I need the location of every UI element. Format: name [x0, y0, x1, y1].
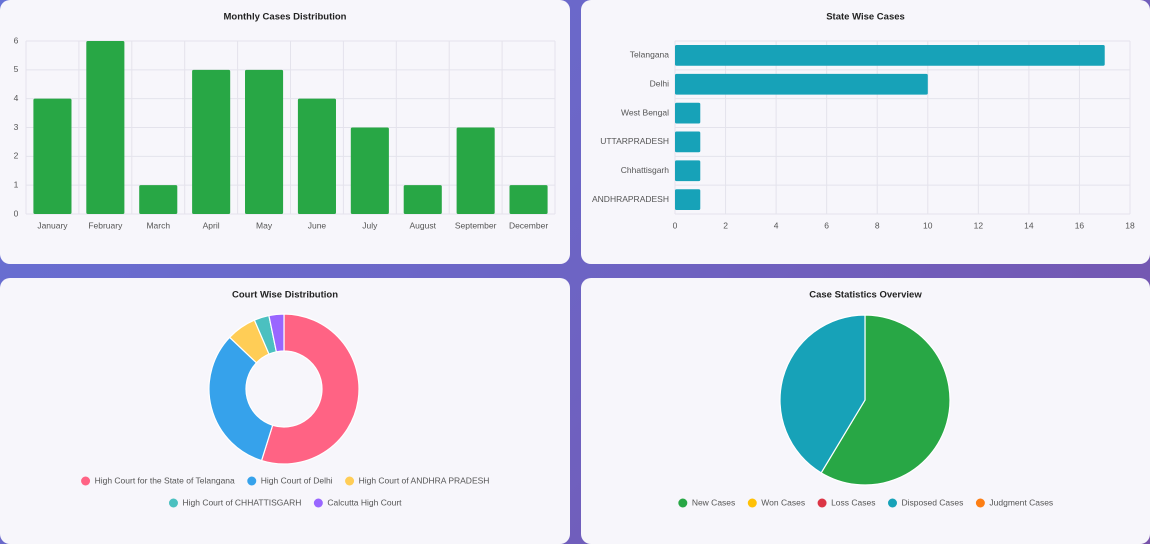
x-tick-label: 0 [673, 220, 678, 230]
panel: Court Wise Distribution High Court for th… [0, 278, 570, 544]
legend-item: Calcutta High Court [313, 497, 402, 508]
chart-title: Monthly Cases Distribution [224, 12, 347, 23]
y-tick-label: 2 [14, 151, 19, 161]
chart: State Wise Cases 0 2 4 6 8 10 12 14 16 18 Telangana… [592, 12, 1135, 231]
x-tick-label: August [410, 220, 437, 230]
legend-swatch [247, 476, 257, 486]
legend-label: Calcutta High Court [327, 497, 402, 507]
legend-label: High Court for the State of Telangana [95, 475, 235, 485]
bar [33, 98, 72, 214]
doughnut-slice [268, 313, 285, 353]
bar [245, 69, 284, 214]
panel: State Wise Cases 0 2 4 6 8 10 12 14 16 18 Telangana… [581, 0, 1150, 264]
x-tick-label: December [509, 220, 548, 230]
legend-swatch [168, 498, 178, 508]
chart: Court Wise Distribution High Court for th… [81, 290, 490, 508]
bar [509, 185, 548, 214]
chart-title: State Wise Cases [826, 12, 905, 23]
y-tick-label: West Bengal [621, 107, 669, 117]
y-tick-label: ANDHRAPRADESH [592, 194, 669, 204]
bar [675, 73, 928, 95]
x-tick-label: May [256, 220, 273, 230]
bar [675, 131, 701, 153]
legend-label: New Cases [692, 497, 735, 507]
bar [192, 69, 231, 214]
legend-swatch [887, 498, 897, 508]
x-tick-label: 6 [824, 220, 829, 230]
y-tick-label: 6 [14, 35, 19, 45]
legend-item: Judgment Cases [975, 497, 1053, 508]
bar [297, 98, 336, 214]
y-tick-label: 5 [14, 64, 19, 74]
doughnut-slice [208, 336, 274, 462]
legend-item: Loss Cases [817, 497, 875, 508]
legend-swatch [975, 498, 985, 508]
legend-swatch [81, 476, 91, 486]
legend-item: High Court of ANDHRA PRADESH [345, 475, 490, 486]
y-tick-label: Telangana [630, 50, 670, 60]
x-tick-label: March [146, 220, 170, 230]
x-tick-label: 4 [774, 220, 779, 230]
chart: Case Statistics Overview New Cases Won Cas… [678, 290, 1053, 508]
x-tick-label: 14 [1024, 220, 1034, 230]
legend-swatch [345, 476, 355, 486]
x-tick-label: January [37, 220, 68, 230]
legend-item: High Court of Delhi [247, 475, 333, 486]
x-tick-label: 12 [974, 220, 984, 230]
y-tick-label: 1 [14, 179, 19, 189]
x-tick-label: 16 [1075, 220, 1085, 230]
y-tick-label: Delhi [650, 79, 669, 89]
legend-item: High Court of CHHATTISGARH [168, 497, 301, 508]
bar [675, 102, 701, 124]
y-tick-label: UTTARPRADESH [600, 136, 669, 146]
y-tick-label: Chhattisgarh [621, 165, 669, 175]
chart-title: Case Statistics Overview [809, 290, 922, 301]
legend-label: High Court of Delhi [261, 475, 333, 485]
legend-label: High Court of CHHATTISGARH [182, 497, 301, 507]
x-tick-label: April [203, 220, 220, 230]
legend-label: Judgment Cases [989, 497, 1053, 507]
bar [456, 127, 495, 214]
x-tick-label: 8 [875, 220, 880, 230]
x-tick-label: 18 [1125, 220, 1135, 230]
x-tick-label: February [88, 220, 123, 230]
legend-swatch [747, 498, 757, 508]
legend-item: Won Cases [747, 497, 805, 508]
pie-slice [820, 314, 951, 486]
legend-item: High Court for the State of Telangana [81, 475, 235, 486]
bar [139, 185, 178, 214]
x-tick-label: September [455, 220, 497, 230]
panel: Monthly Cases Distribution 0 1 2 3 4 5 6 January… [0, 0, 570, 264]
y-tick-label: 3 [14, 122, 19, 132]
doughnut-slice [260, 313, 360, 465]
legend-label: Won Cases [761, 497, 805, 507]
legend-swatch [817, 498, 827, 508]
x-tick-label: June [308, 220, 327, 230]
bar [675, 189, 701, 210]
x-tick-label: 10 [923, 220, 933, 230]
legend-swatch [678, 498, 688, 508]
bar [350, 127, 389, 214]
bar [86, 41, 125, 214]
legend-label: Disposed Cases [901, 497, 963, 507]
x-tick-label: 2 [723, 220, 728, 230]
legend-swatch [313, 498, 323, 508]
legend-label: High Court of ANDHRA PRADESH [359, 475, 490, 485]
y-tick-label: 0 [14, 208, 19, 218]
panel: Case Statistics Overview New Cases Won Cas… [581, 278, 1150, 544]
legend-item: Disposed Cases [887, 497, 963, 508]
y-tick-label: 4 [14, 93, 19, 103]
pie-slice [779, 314, 866, 474]
legend-label: Loss Cases [831, 497, 875, 507]
bar [403, 185, 442, 214]
legend-item: New Cases [678, 497, 735, 508]
bar [675, 160, 701, 182]
x-tick-label: July [362, 220, 378, 230]
bar [675, 45, 1105, 66]
chart-title: Court Wise Distribution [232, 290, 338, 301]
chart: Monthly Cases Distribution 0 1 2 3 4 5 6 January… [14, 12, 556, 230]
